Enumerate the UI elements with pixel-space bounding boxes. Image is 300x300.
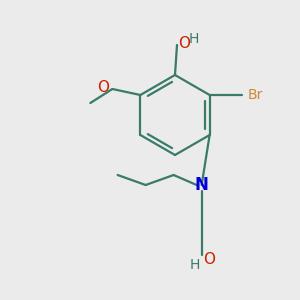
Text: H: H (189, 32, 199, 46)
Text: Br: Br (248, 88, 263, 102)
Text: H: H (190, 258, 200, 272)
Text: O: O (178, 35, 190, 50)
Text: O: O (202, 253, 214, 268)
Text: O: O (98, 80, 110, 95)
Text: N: N (195, 176, 208, 194)
